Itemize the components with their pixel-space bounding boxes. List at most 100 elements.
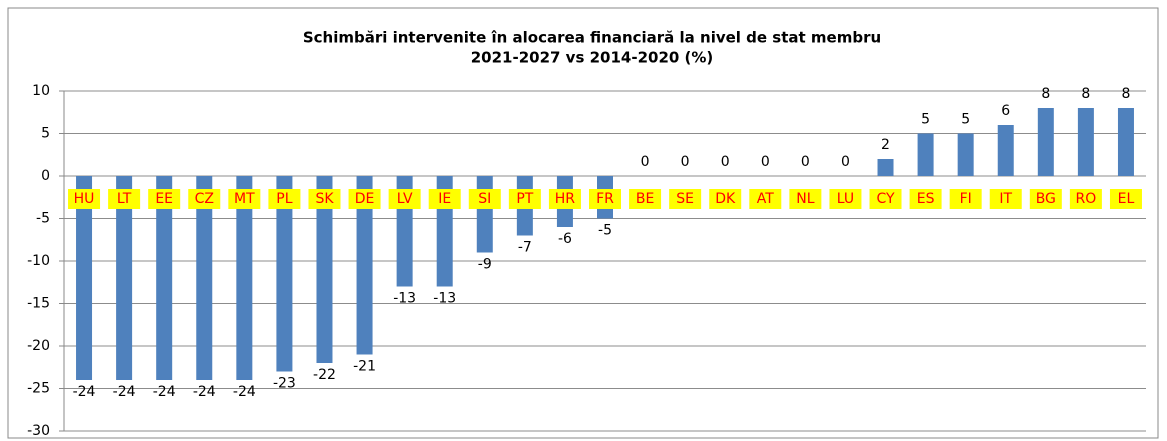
bar — [476, 176, 493, 253]
y-tick-label: -10 — [27, 253, 50, 269]
x-tick-label: HU — [74, 191, 95, 207]
x-tick-label: NL — [796, 191, 814, 207]
bar — [196, 176, 213, 380]
data-label: -24 — [113, 384, 136, 400]
x-tick-label: RO — [1076, 191, 1097, 207]
bar — [1037, 108, 1054, 176]
data-label: -13 — [433, 291, 456, 307]
bar — [997, 125, 1014, 176]
x-tick-label: SK — [315, 191, 334, 207]
data-label: 8 — [1041, 86, 1050, 102]
bar — [877, 159, 894, 176]
y-tick-label: -5 — [36, 211, 50, 227]
bar — [1117, 108, 1134, 176]
category-label-bg — [148, 189, 181, 209]
data-label: 0 — [841, 154, 850, 170]
x-tick-label: EE — [155, 191, 173, 207]
bar — [116, 176, 133, 380]
category-label-bg — [869, 189, 902, 209]
x-tick-label: CY — [876, 191, 895, 207]
x-tick-label: DE — [355, 191, 375, 207]
y-tick-label: 10 — [32, 83, 50, 99]
chart-border — [7, 7, 1159, 439]
chart-title: 2021-2027 vs 2014-2020 (%) — [471, 49, 714, 67]
data-label: 0 — [681, 154, 690, 170]
category-label-bg — [348, 189, 381, 209]
x-tick-label: ES — [917, 191, 935, 207]
data-label: 5 — [921, 112, 930, 128]
y-tick-label: -15 — [27, 296, 50, 312]
data-label: 5 — [961, 112, 970, 128]
x-tick-label: SE — [676, 191, 694, 207]
category-label-bg — [308, 189, 341, 209]
y-tick-label: -30 — [27, 423, 50, 439]
bar — [76, 176, 93, 380]
category-label-bg — [228, 189, 261, 209]
x-tick-label: HR — [555, 191, 576, 207]
x-tick-label: PL — [276, 191, 292, 207]
category-label-bg — [1109, 189, 1142, 209]
x-tick-label: PT — [516, 191, 533, 207]
bar — [236, 176, 253, 380]
bar — [917, 133, 934, 176]
y-tick-label: 5 — [41, 126, 50, 142]
category-label-bg — [589, 189, 621, 209]
category-label-bg — [669, 189, 702, 209]
data-label: -21 — [353, 359, 376, 375]
category-label-bg — [548, 189, 581, 209]
y-tick-label: 0 — [41, 168, 50, 184]
y-tick-label: -25 — [27, 381, 50, 397]
y-tick-label: -20 — [27, 338, 50, 354]
bar — [276, 176, 293, 372]
x-tick-label: SI — [478, 191, 491, 207]
category-label-bg — [909, 189, 942, 209]
data-label: 0 — [721, 154, 730, 170]
x-tick-label: LV — [397, 191, 413, 207]
data-label: -22 — [313, 367, 336, 383]
bar — [316, 176, 333, 363]
data-label: 0 — [761, 154, 770, 170]
category-label-bg — [68, 189, 101, 209]
category-label-bg — [1029, 189, 1062, 209]
category-label-bg — [108, 189, 141, 209]
category-label-bg — [989, 189, 1022, 209]
bar — [156, 176, 173, 380]
data-label: -24 — [193, 384, 216, 400]
category-label-bg — [629, 189, 662, 209]
x-tick-label: CZ — [195, 191, 214, 207]
data-label: 0 — [641, 154, 650, 170]
data-label: -7 — [518, 240, 532, 256]
data-label: 8 — [1122, 86, 1131, 102]
data-label: -23 — [273, 376, 296, 392]
x-tick-label: FR — [596, 191, 614, 207]
category-label-bg — [188, 189, 221, 209]
data-label: -24 — [73, 384, 96, 400]
x-tick-label: LU — [837, 191, 854, 207]
x-tick-label: AT — [757, 191, 774, 207]
x-tick-label: IE — [438, 191, 451, 207]
x-tick-label: BE — [636, 191, 654, 207]
category-label-bg — [508, 189, 541, 209]
x-tick-label: FI — [960, 191, 972, 207]
x-tick-label: IT — [999, 191, 1012, 207]
category-label-bg — [949, 189, 982, 209]
category-label-bg — [1069, 189, 1102, 209]
category-label-bg — [388, 189, 421, 209]
x-tick-label: BG — [1036, 191, 1056, 207]
category-label-bg — [829, 189, 862, 209]
category-label-bg — [268, 189, 301, 209]
category-label-bg — [468, 189, 501, 209]
data-label: -24 — [153, 384, 176, 400]
data-label: -5 — [598, 223, 612, 239]
bar — [1077, 108, 1094, 176]
chart-title: Schimbări intervenite în alocarea financ… — [303, 29, 881, 47]
category-label-bg — [428, 189, 461, 209]
data-label: -13 — [393, 291, 416, 307]
bar — [356, 176, 373, 355]
x-tick-label: DK — [715, 191, 736, 207]
data-label: 2 — [881, 137, 890, 153]
x-tick-label: MT — [234, 191, 255, 207]
data-label: 6 — [1001, 103, 1010, 119]
data-label: -6 — [558, 231, 572, 247]
